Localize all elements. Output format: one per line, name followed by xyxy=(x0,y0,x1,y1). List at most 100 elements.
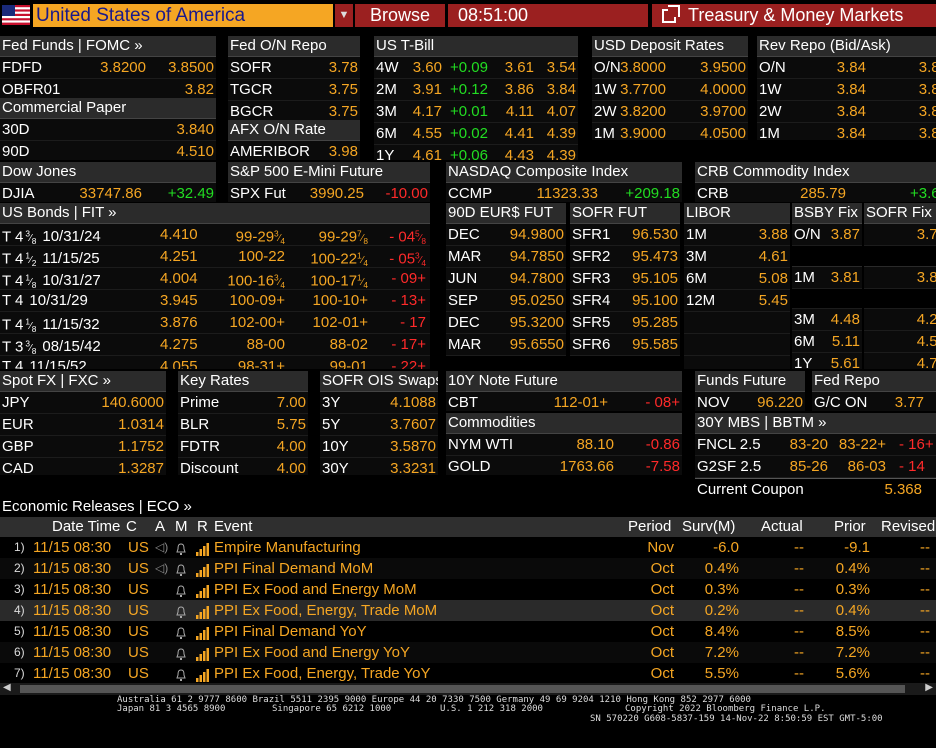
speaker-icon[interactable]: ◁) xyxy=(155,561,169,575)
spot-fx-row[interactable]: JPY 140.6000 xyxy=(0,392,166,414)
nasdaq-row[interactable]: CCMP 11323.33 +209.18 xyxy=(446,183,682,202)
eur90-row[interactable]: JUN 94.7800 xyxy=(446,268,566,290)
sofr-fut-row[interactable]: SFR4 95.100 xyxy=(570,290,680,312)
scroll-thumb[interactable] xyxy=(20,685,905,693)
libor-row[interactable]: 6M 5.08 xyxy=(684,268,790,290)
libor-row[interactable]: 1M 3.88 xyxy=(684,224,790,246)
econ-row[interactable]: 7) 11/15 08:30 US PPI Ex Food, Energy, Trad… xyxy=(0,663,936,684)
econ-row[interactable]: 2) 11/15 08:30 US ◁) PPI Final Demand MoM Oct… xyxy=(0,558,936,579)
spot-fx-row[interactable]: GBP 1.1752 xyxy=(0,436,166,458)
alert-bell-icon[interactable] xyxy=(175,667,187,681)
eur90-row[interactable]: DEC 95.3200 xyxy=(446,312,566,334)
key-rate-row[interactable]: Prime 7.00 xyxy=(178,392,308,414)
horizontal-scrollbar[interactable]: ◀ ▶ xyxy=(0,682,936,695)
tbill-row[interactable]: 6M 4.55 +0.02 4.41 4.39 xyxy=(374,123,578,145)
bond-row[interactable]: T 4 1⁄2 11/15/25 4.251 100-22 100-221⁄4- 053⁄… xyxy=(0,246,430,268)
libor-row[interactable]: 12M 5.45 xyxy=(684,290,790,312)
tnote-row[interactable]: CBT 112-01+ - 08+ xyxy=(446,392,682,411)
spot-fx-row[interactable]: CAD 1.3287 xyxy=(0,458,166,475)
sofr-fix-row[interactable]: 4.72 xyxy=(864,353,936,369)
bond-row[interactable]: T 4 1⁄8 11/15/32 3.876 102-00+ 102-01+ - 17 xyxy=(0,312,430,334)
bond-row[interactable]: T 4 11/15/52 4.055 98-31+ 99-01 - 22+ xyxy=(0,356,430,369)
country-selector[interactable]: United States of America xyxy=(33,4,333,27)
key-rate-row[interactable]: FDTR 4.00 xyxy=(178,436,308,458)
alert-bell-icon[interactable] xyxy=(175,625,187,639)
sofr-ois-row[interactable]: 10Y 3.5870 xyxy=(320,436,438,458)
eur90-row[interactable]: SEP 95.0250 xyxy=(446,290,566,312)
dow-row[interactable]: DJIA 33747.86 +32.49 xyxy=(0,183,216,202)
spot-fx-header[interactable]: Spot FX | FXC » xyxy=(0,371,166,392)
us-bonds-header[interactable]: US Bonds | FIT » xyxy=(0,203,430,224)
col-date[interactable]: Date Time xyxy=(52,518,121,535)
tbill-row[interactable]: 2M 3.91 +0.12 3.86 3.84 xyxy=(374,79,578,101)
bsby-row[interactable]: O/N 3.87 xyxy=(792,224,862,246)
fed-funds-row[interactable]: OBFR01 3.82 xyxy=(0,79,216,98)
tbill-row[interactable]: 3M 4.17 +0.01 4.11 4.07 xyxy=(374,101,578,123)
bond-row[interactable]: T 3 3⁄8 08/15/42 4.275 88-00 88-02 - 17+ xyxy=(0,334,430,356)
bsby-row[interactable]: 1M 3.81 xyxy=(792,267,862,289)
bsby-row[interactable]: 3M 4.48 xyxy=(792,309,862,331)
col-prior[interactable]: Prior xyxy=(834,518,866,535)
sofr-fix-row[interactable]: 4.52 xyxy=(864,331,936,353)
bond-row[interactable]: T 4 1⁄8 10/31/27 4.004 100-163⁄4 100-171⁄4 - 0… xyxy=(0,268,430,290)
rev-repo-row[interactable]: O/N 3.84 3.80 xyxy=(757,57,936,79)
mbs-row[interactable]: G2SF 2.5 85-26 86-03 - 14 xyxy=(695,456,936,478)
sofr-ois-row[interactable]: 30Y 3.3231 xyxy=(320,458,438,475)
sofr-fut-row[interactable]: SFR6 95.585 xyxy=(570,334,680,356)
afx-row[interactable]: AMERIBOR 3.98 xyxy=(228,141,360,160)
commodity-row[interactable]: NYM WTI 88.10 -0.86 xyxy=(446,434,682,456)
col-surv[interactable]: Surv(M) xyxy=(682,518,736,535)
bsby-row[interactable]: 1Y 5.61 xyxy=(792,353,862,369)
mbs-row[interactable]: FNCL 2.5 83-20 83-22+ - 16+ xyxy=(695,434,936,456)
funds-future-row[interactable]: NOV 96.220 xyxy=(695,392,805,411)
cp-row[interactable]: 90D 4.510 xyxy=(0,141,216,160)
spx-row[interactable]: SPX Fut 3990.25 -10.00 xyxy=(228,183,430,202)
usd-deposit-row[interactable]: 1M 3.9000 4.0500 xyxy=(592,123,748,140)
usd-deposit-row[interactable]: 1W 3.7700 4.0000 xyxy=(592,79,748,101)
col-r[interactable]: R xyxy=(197,518,208,535)
popout-icon[interactable] xyxy=(662,5,680,23)
sofr-fut-row[interactable]: SFR5 95.285 xyxy=(570,312,680,334)
sofr-fix-row[interactable]: 4.23 xyxy=(864,309,936,331)
col-country[interactable]: C xyxy=(126,518,137,535)
libor-row[interactable]: 3M 4.61 xyxy=(684,246,790,268)
col-audio[interactable]: A xyxy=(155,518,166,535)
alert-bell-icon[interactable] xyxy=(175,604,187,618)
econ-row[interactable]: 4) 11/15 08:30 US PPI Ex Food, Energy, Trad… xyxy=(0,600,936,621)
tbill-row[interactable]: 4W 3.60 +0.09 3.61 3.54 xyxy=(374,57,578,79)
spot-fx-row[interactable]: EUR 1.0314 xyxy=(0,414,166,436)
econ-row[interactable]: 6) 11/15 08:30 US PPI Ex Food and Energy Yo… xyxy=(0,642,936,663)
econ-row[interactable]: 5) 11/15 08:30 US PPI Final Demand YoY Oct 8.… xyxy=(0,621,936,642)
eur90-row[interactable]: MAR 95.6550 xyxy=(446,334,566,356)
usd-deposit-row[interactable]: O/N 3.8000 3.9500 xyxy=(592,57,748,79)
crb-row[interactable]: CRB 285.79 +3.67 xyxy=(695,183,936,202)
sofr-fut-row[interactable]: SFR1 96.530 xyxy=(570,224,680,246)
col-actual[interactable]: Actual xyxy=(761,518,803,535)
fed-funds-header[interactable]: Fed Funds | FOMC » xyxy=(0,36,216,57)
scroll-left-icon[interactable]: ◀ xyxy=(3,682,11,693)
alert-bell-icon[interactable] xyxy=(175,646,187,660)
page-title[interactable]: Treasury & Money Markets xyxy=(652,4,936,27)
repo-row[interactable]: TGCR 3.75 xyxy=(228,79,360,101)
eur90-row[interactable]: MAR 94.7850 xyxy=(446,246,566,268)
econ-row[interactable]: 3) 11/15 08:30 US PPI Ex Food and Energy Mo… xyxy=(0,579,936,600)
alert-bell-icon[interactable] xyxy=(175,583,187,597)
repo-row[interactable]: BGCR 3.75 xyxy=(228,101,360,120)
browse-button[interactable]: Browse xyxy=(355,4,445,27)
eur90-row[interactable]: DEC 94.9800 xyxy=(446,224,566,246)
fed-repo-row[interactable]: G/C ON 3.77 xyxy=(812,392,936,411)
tbill-row[interactable]: 1Y 4.61 +0.06 4.43 4.39 xyxy=(374,145,578,160)
sofr-fut-row[interactable]: SFR3 95.105 xyxy=(570,268,680,290)
econ-row[interactable]: 1) 11/15 08:30 US ◁) Empire Manufacturing Nov… xyxy=(0,537,936,558)
bsby-row[interactable]: 6M 5.11 xyxy=(792,331,862,353)
key-rate-row[interactable]: Discount 4.00 xyxy=(178,458,308,475)
rev-repo-row[interactable]: 1M 3.84 3.80 xyxy=(757,123,936,140)
rev-repo-row[interactable]: 2W 3.84 3.80 xyxy=(757,101,936,123)
commodity-row[interactable]: GOLD 1763.66 -7.58 xyxy=(446,456,682,475)
dropdown-arrow-icon[interactable]: ▼ xyxy=(335,4,353,27)
rev-repo-row[interactable]: 1W 3.84 3.80 xyxy=(757,79,936,101)
sofr-fut-row[interactable]: SFR2 95.473 xyxy=(570,246,680,268)
key-rate-row[interactable]: BLR 5.75 xyxy=(178,414,308,436)
mbs-header[interactable]: 30Y MBS | BBTM » xyxy=(695,413,936,434)
speaker-icon[interactable]: ◁) xyxy=(155,540,169,554)
